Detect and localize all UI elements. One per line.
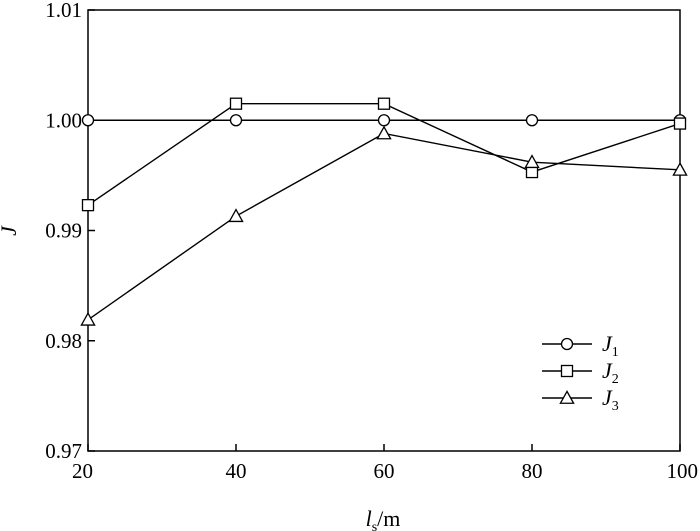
- legend-label-main: J: [602, 385, 613, 410]
- marker-circle: [525, 114, 539, 127]
- marker-triangle: [80, 311, 96, 326]
- x-axis-ticks: 20 40 60 80 100: [72, 444, 698, 483]
- marker-square: [560, 364, 574, 378]
- y-tick-label: 0.97: [45, 439, 82, 463]
- series-triangle: [80, 125, 688, 326]
- x-tick-label: 20: [72, 459, 93, 483]
- legend-label-sub: 1: [612, 345, 619, 360]
- legend-label: J3: [602, 385, 619, 414]
- marker-triangle: [376, 125, 392, 140]
- plot-frame: [87, 9, 681, 452]
- series-square: [81, 97, 687, 212]
- series-circle: [81, 114, 687, 127]
- marker-circle: [81, 114, 95, 127]
- marker-square: [377, 97, 391, 110]
- marker-triangle: [228, 208, 244, 223]
- marker-triangle: [524, 154, 540, 169]
- marker-square: [525, 165, 539, 179]
- legend-label: J1: [602, 331, 619, 360]
- y-tick-label: 0.98: [45, 329, 82, 353]
- legend-label: J2: [602, 358, 619, 387]
- series-line: [87, 132, 681, 321]
- legend-item: J1: [542, 331, 619, 360]
- legend-label-sub: 3: [612, 399, 619, 414]
- marker-square: [81, 198, 95, 212]
- y-tick-label: 0.99: [45, 219, 82, 243]
- marker-triangle: [672, 161, 688, 176]
- marker-square: [229, 97, 243, 110]
- y-axis-label: J: [0, 225, 21, 236]
- x-tick-label: 40: [226, 459, 247, 483]
- x-axis-label-sub: s: [372, 520, 377, 531]
- marker-square: [673, 117, 687, 130]
- x-tick-label: 100: [667, 459, 699, 483]
- x-axis-label-unit: /m: [377, 506, 400, 531]
- y-tick-label: 1.01: [45, 0, 82, 22]
- y-tick-label: 1.00: [45, 108, 82, 132]
- legend-label-sub: 2: [612, 372, 619, 387]
- x-tick-label: 60: [374, 459, 395, 483]
- marker-circle: [377, 114, 391, 127]
- marker-triangle: [559, 390, 575, 404]
- marker-circle: [560, 337, 574, 351]
- legend-item: J2: [542, 358, 619, 387]
- marker-circle: [229, 114, 243, 127]
- x-axis-label: ls/m: [366, 506, 401, 531]
- legend-label-main: J: [602, 358, 613, 383]
- legend-item: J3: [542, 385, 619, 414]
- x-tick-label: 80: [522, 459, 543, 483]
- x-axis-label-main: l: [366, 506, 372, 531]
- legend-label-main: J: [602, 331, 613, 356]
- series-layer: [80, 97, 688, 326]
